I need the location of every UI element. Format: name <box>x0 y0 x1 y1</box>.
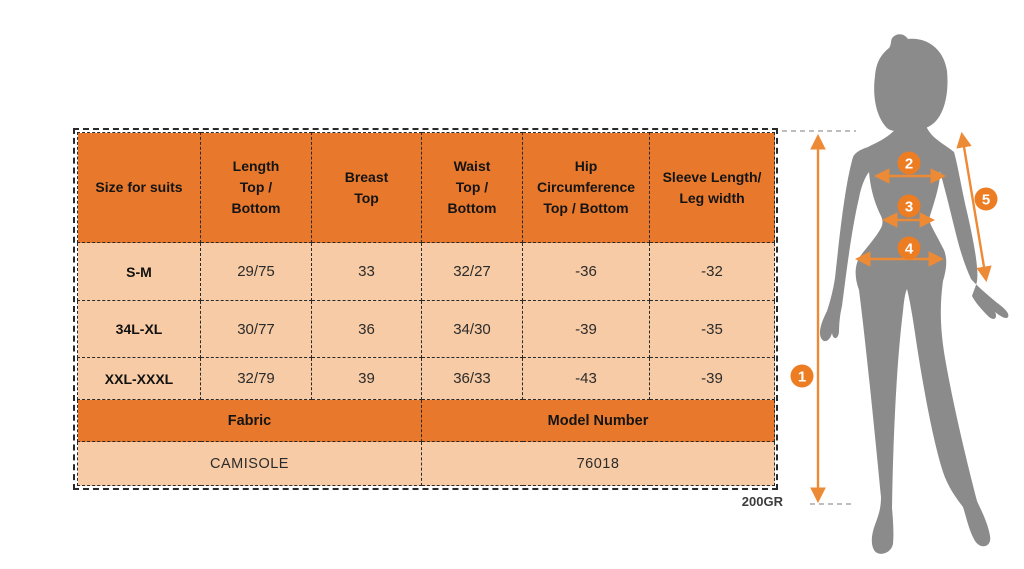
fabric-value-row: CAMISOLE 76018 <box>77 441 775 486</box>
hip-value: -39 <box>522 300 650 358</box>
measurement-figure-panel: 1 2 3 4 5 <box>782 34 1009 554</box>
hip-value: -36 <box>522 242 650 301</box>
fabric-header-row: Fabric Model Number <box>77 399 775 442</box>
length-value: 30/77 <box>200 300 312 358</box>
table-row: 34L-XL 30/77 36 34/30 -39 -35 <box>77 300 775 358</box>
length-value: 32/79 <box>200 357 312 400</box>
sleeve-value: -32 <box>649 242 775 301</box>
breast-value: 39 <box>311 357 422 400</box>
sleeve-measure-arrow <box>956 131 992 283</box>
marker-3: 3 <box>897 194 921 218</box>
marker-5-circle <box>974 187 998 211</box>
table-row: XXL-XXXL 32/79 39 36/33 -43 -39 <box>77 357 775 400</box>
size-label: XXL-XXXL <box>77 357 201 400</box>
length-value: 29/75 <box>200 242 312 301</box>
header-row: Size for suits Length Top / Bottom Breas… <box>77 132 775 243</box>
female-figure-silhouette <box>819 120 1009 554</box>
female-figure-head <box>874 34 948 131</box>
hip-value: -43 <box>522 357 650 400</box>
marker-1: 1 <box>790 364 814 388</box>
waist-value: 32/27 <box>421 242 523 301</box>
marker-3-circle <box>897 194 921 218</box>
model-number-label: Model Number <box>421 399 775 442</box>
size-label: S-M <box>77 242 201 301</box>
waist-value: 34/30 <box>421 300 523 358</box>
breast-value: 36 <box>311 300 422 358</box>
marker-4-number: 4 <box>905 241 914 258</box>
sleeve-value: -35 <box>649 300 775 358</box>
fabric-label: Fabric <box>77 399 422 442</box>
waist-value: 36/33 <box>421 357 523 400</box>
marker-2-circle <box>897 151 921 175</box>
column-header-breast: Breast Top <box>311 132 422 243</box>
size-chart: Size for suits Length Top / Bottom Breas… <box>77 132 775 486</box>
size-chart-table: Size for suits Length Top / Bottom Breas… <box>73 128 778 490</box>
column-header-waist: Waist Top / Bottom <box>421 132 523 243</box>
marker-1-circle <box>790 364 814 388</box>
model-number-value: 76018 <box>421 441 775 486</box>
column-header-length: Length Top / Bottom <box>200 132 312 243</box>
marker-4: 4 <box>897 236 921 260</box>
marker-1-number: 1 <box>798 369 806 386</box>
marker-5: 5 <box>974 187 998 211</box>
marker-5-number: 5 <box>982 192 990 209</box>
breast-value: 33 <box>311 242 422 301</box>
marker-3-number: 3 <box>905 199 913 216</box>
table-row: S-M 29/75 33 32/27 -36 -32 <box>77 242 775 301</box>
weight-note: 200GR <box>741 494 783 509</box>
column-header-size: Size for suits <box>77 132 201 243</box>
marker-4-circle <box>897 236 921 260</box>
marker-2-number: 2 <box>905 156 913 173</box>
column-header-hip: Hip Circumference Top / Bottom <box>522 132 650 243</box>
fabric-value: CAMISOLE <box>77 441 422 486</box>
column-header-sleeve: Sleeve Length/ Leg width <box>649 132 775 243</box>
sleeve-value: -39 <box>649 357 775 400</box>
size-label: 34L-XL <box>77 300 201 358</box>
marker-2: 2 <box>897 151 921 175</box>
